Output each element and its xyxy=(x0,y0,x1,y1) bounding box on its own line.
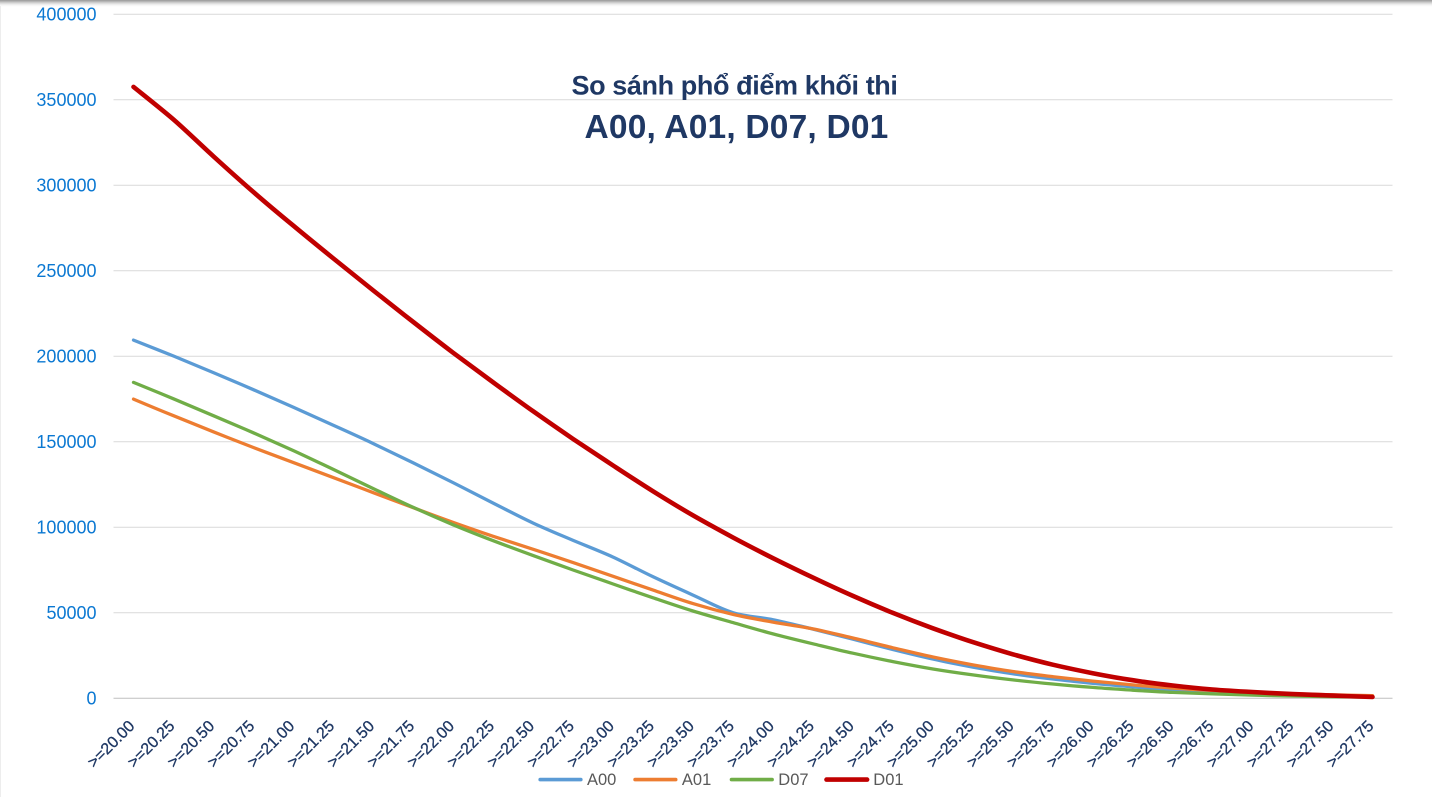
svg-text:D07: D07 xyxy=(778,771,808,789)
svg-text:400000: 400000 xyxy=(36,4,96,24)
svg-text:A00, A01, D07, D01: A00, A01, D07, D01 xyxy=(584,109,888,146)
svg-text:100000: 100000 xyxy=(36,517,96,537)
svg-text:200000: 200000 xyxy=(36,346,96,366)
svg-text:D01: D01 xyxy=(873,771,903,789)
svg-text:50000: 50000 xyxy=(46,603,96,623)
svg-text:300000: 300000 xyxy=(36,175,96,195)
svg-text:A01: A01 xyxy=(682,771,711,789)
svg-text:0: 0 xyxy=(86,688,96,708)
svg-text:250000: 250000 xyxy=(36,261,96,281)
svg-text:So sánh phổ điểm khối thi: So sánh phổ điểm khối thi xyxy=(571,71,897,101)
svg-text:A00: A00 xyxy=(587,771,616,789)
svg-text:350000: 350000 xyxy=(36,90,96,110)
svg-text:150000: 150000 xyxy=(36,432,96,452)
